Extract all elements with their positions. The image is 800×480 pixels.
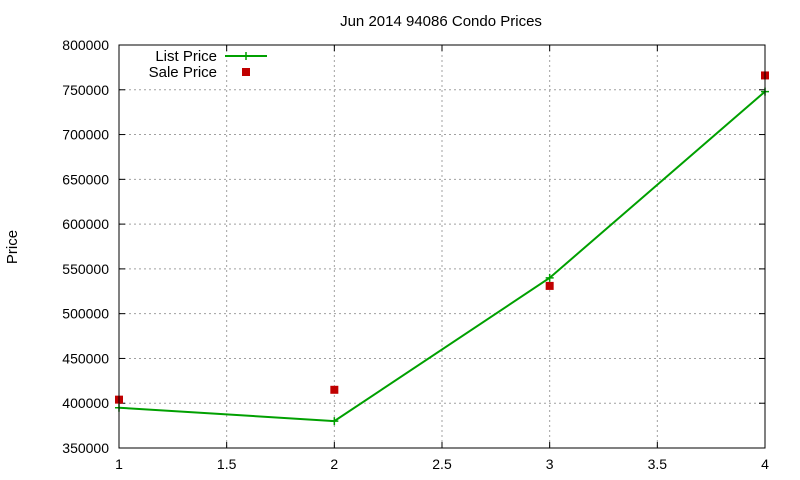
y-tick-label: 450000 [62, 350, 109, 366]
chart-title: Jun 2014 94086 Condo Prices [340, 13, 542, 30]
y-tick-label: 500000 [62, 306, 109, 322]
x-tick-label: 3.5 [648, 456, 668, 472]
y-tick-label: 550000 [62, 261, 109, 277]
y-tick-label: 650000 [62, 171, 109, 187]
x-tick-label: 1 [115, 456, 123, 472]
list-price-point [545, 273, 554, 282]
x-tick-labels: 1 1.5 2 2.5 3 3.5 4 [115, 456, 769, 472]
y-tick-label: 800000 [62, 37, 109, 53]
y-tick-label: 750000 [62, 82, 109, 98]
legend-label-list-price: List Price [155, 48, 217, 65]
x-tick-label: 1.5 [217, 456, 237, 472]
x-tick-label: 2.5 [432, 456, 452, 472]
y-axis-label: Price [4, 230, 21, 264]
series [115, 71, 769, 426]
y-tick-labels: 350000 400000 450000 500000 550000 600000 6500… [62, 37, 109, 456]
x-tick-label: 4 [761, 456, 769, 472]
legend-label-sale-price: Sale Price [149, 64, 217, 81]
list-price-point [330, 417, 339, 426]
grid-lines [119, 45, 765, 448]
plot-frame [118, 44, 766, 449]
y-tick-label: 600000 [62, 216, 109, 232]
sale-price-point [330, 385, 339, 394]
y-tick-label: 350000 [62, 440, 109, 456]
x-tick-label: 3 [546, 456, 554, 472]
y-tick-label: 400000 [62, 395, 109, 411]
x-tick-label: 2 [330, 456, 338, 472]
y-tick-label: 700000 [62, 127, 109, 143]
list-price-line [118, 90, 766, 423]
legend-marker-list-price [242, 52, 250, 60]
legend-marker-sale-price [242, 68, 250, 76]
sale-price-point [545, 281, 554, 290]
